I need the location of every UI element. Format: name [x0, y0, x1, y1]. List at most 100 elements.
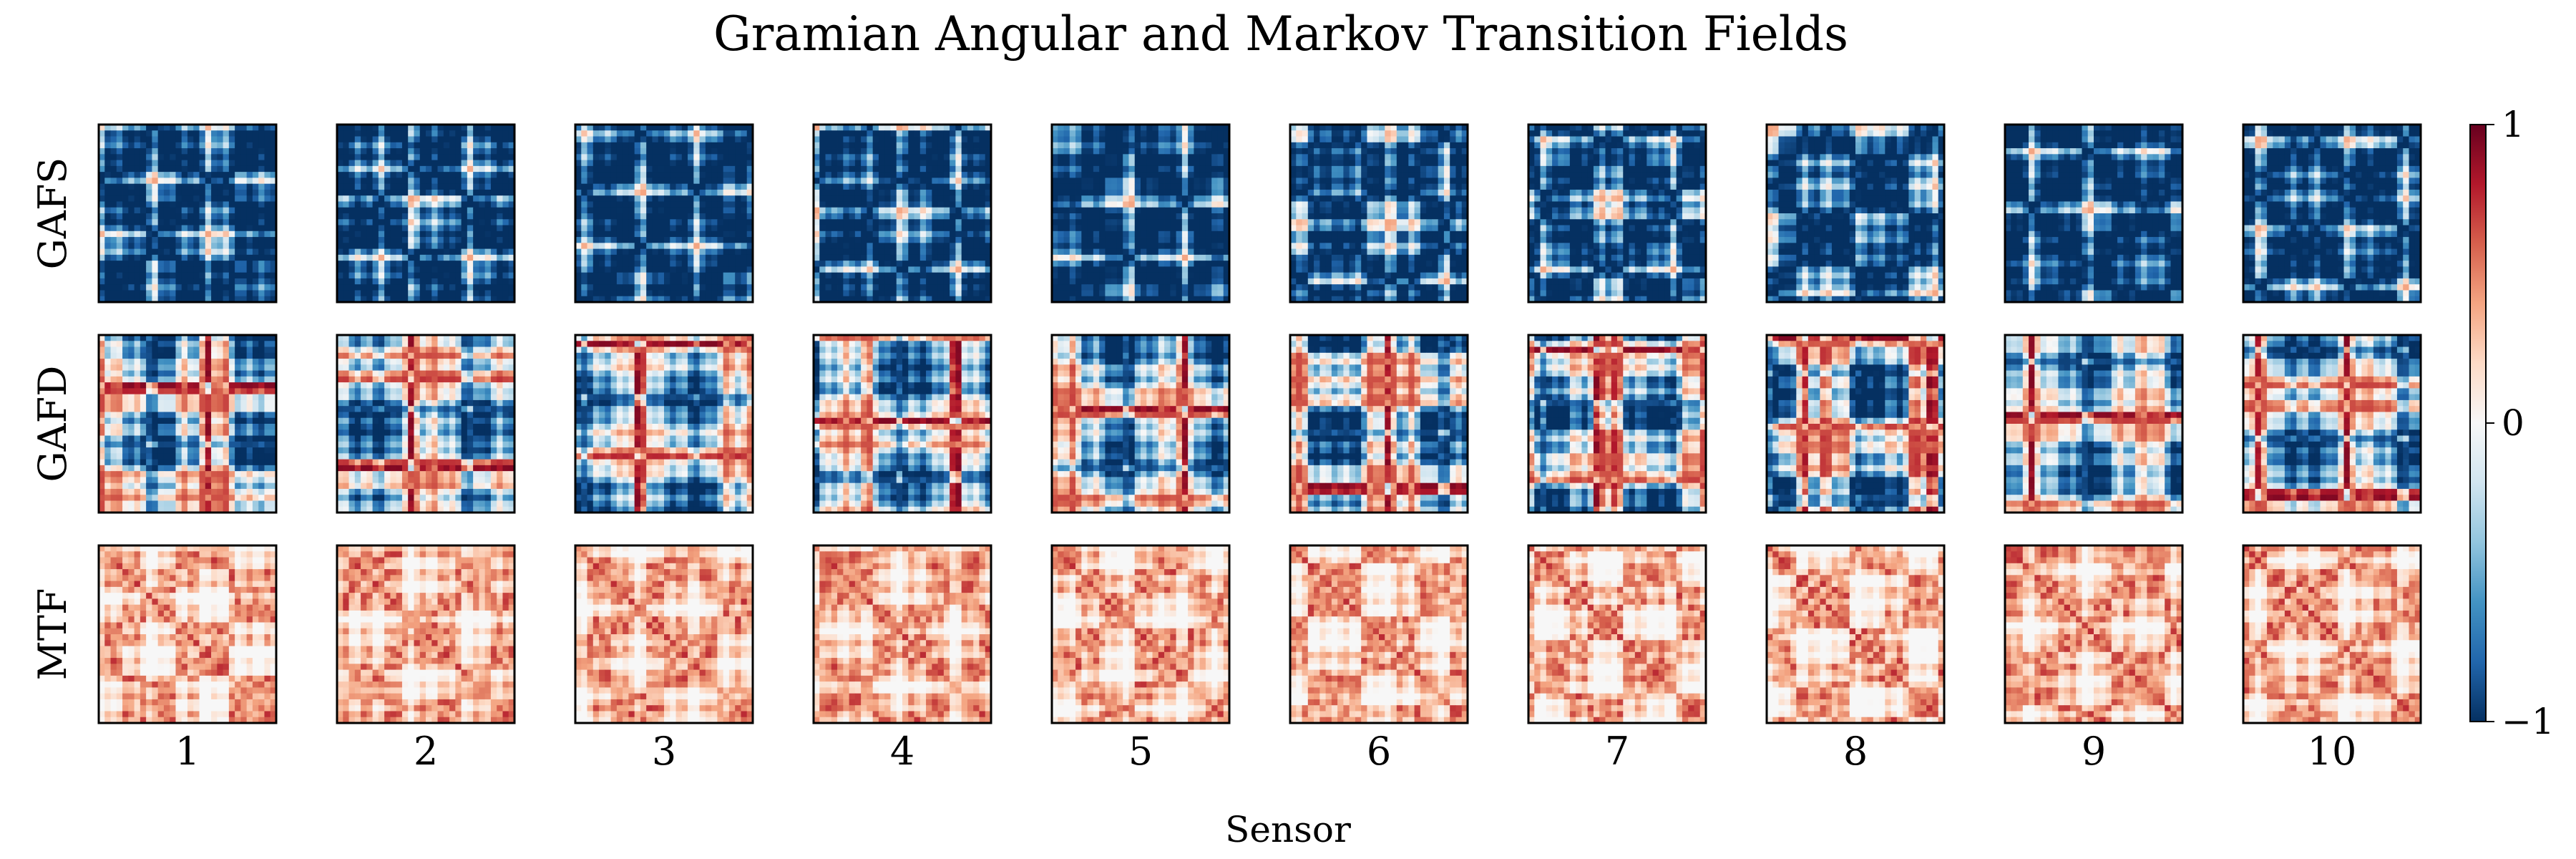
heatmap-cell: [355, 166, 361, 173]
heatmap-cell: [902, 195, 909, 202]
heatmap-cell: [587, 154, 594, 160]
heatmap-cell: [1158, 142, 1165, 149]
heatmap-cell: [682, 231, 688, 238]
heatmap-cell: [1206, 178, 1212, 184]
heatmap-cell: [455, 148, 462, 155]
heatmap-cell: [664, 184, 670, 190]
heatmap-cell: [211, 231, 218, 238]
heatmap-cell: [1420, 178, 1427, 184]
heatmap-cell: [867, 243, 873, 249]
heatmap-cell: [914, 255, 921, 261]
heatmap-cell: [485, 231, 492, 238]
heatmap-cell: [938, 184, 945, 190]
heatmap-cell: [396, 237, 403, 243]
heatmap-cell: [117, 219, 123, 225]
heatmap-cell: [1373, 190, 1380, 196]
heatmap-cell: [1070, 213, 1076, 220]
heatmap-cell: [462, 290, 468, 296]
heatmap-cell: [193, 243, 200, 249]
heatmap-cell: [819, 172, 826, 178]
heatmap-cell: [1164, 237, 1171, 243]
heatmap-cell: [253, 208, 259, 214]
heatmap-cell: [223, 290, 230, 296]
heatmap-cell: [617, 184, 623, 190]
heatmap-cell: [497, 184, 503, 190]
heatmap-cell: [438, 237, 444, 243]
heatmap-cell: [617, 142, 623, 149]
heatmap-cell: [426, 201, 432, 208]
heatmap-cell: [920, 172, 927, 178]
heatmap-cell: [1455, 130, 1462, 137]
heatmap-cell: [462, 261, 468, 267]
heatmap-cell: [617, 255, 623, 261]
heatmap-cell: [682, 178, 688, 184]
heatmap-cell: [1105, 184, 1111, 190]
heatmap-cell: [926, 213, 932, 220]
heatmap-cell: [1176, 213, 1183, 220]
heatmap-cell: [473, 237, 479, 243]
heatmap-cell: [479, 195, 485, 202]
heatmap-cell: [455, 273, 462, 279]
heatmap-cell: [408, 208, 414, 214]
heatmap-cell: [849, 266, 856, 273]
heatmap-cell: [873, 148, 879, 155]
heatmap-cell: [1182, 142, 1189, 149]
heatmap-cell: [819, 284, 826, 291]
heatmap-cell: [170, 225, 176, 232]
heatmap-cell: [1093, 137, 1100, 143]
heatmap-cell: [1093, 142, 1100, 149]
heatmap-cell: [164, 208, 170, 214]
heatmap-cell: [1099, 172, 1106, 178]
heatmap-cell: [217, 290, 223, 296]
heatmap-cell: [611, 172, 618, 178]
heatmap-cell: [497, 243, 503, 249]
heatmap-cell: [111, 142, 117, 149]
heatmap-cell: [455, 249, 462, 256]
heatmap-cell: [175, 290, 182, 296]
heatmap-cell: [938, 249, 945, 256]
heatmap-cell: [867, 201, 873, 208]
heatmap-cell: [1064, 237, 1070, 243]
heatmap-cell: [932, 154, 938, 160]
heatmap-cell: [879, 195, 885, 202]
heatmap-cell: [599, 201, 605, 208]
heatmap-cell: [497, 208, 503, 214]
heatmap-cell: [908, 261, 914, 267]
heatmap-cell: [688, 154, 694, 160]
heatmap-cell: [223, 237, 230, 243]
heatmap-cell: [1367, 142, 1373, 149]
heatmap-cell: [955, 243, 962, 249]
heatmap-cell: [664, 148, 670, 155]
heatmap-cell: [164, 178, 170, 184]
heatmap-cell: [1444, 172, 1450, 178]
heatmap-cell: [1182, 160, 1189, 167]
heatmap-cell: [599, 273, 605, 279]
heatmap-cell: [1455, 190, 1462, 196]
heatmap-cell: [700, 225, 706, 232]
heatmap-cell: [1070, 219, 1076, 225]
heatmap-cell: [414, 290, 420, 296]
heatmap-cell: [390, 166, 396, 173]
heatmap-cell: [414, 190, 420, 196]
heatmap-cell: [855, 219, 862, 225]
heatmap-cell: [402, 137, 409, 143]
heatmap-cell: [979, 154, 985, 160]
heatmap-cell: [491, 160, 497, 167]
heatmap-cell: [193, 213, 200, 220]
heatmap-cell: [140, 273, 147, 279]
heatmap-cell: [479, 201, 485, 208]
heatmap-cell: [711, 130, 718, 137]
heatmap-cell: [1343, 190, 1350, 196]
heatmap-cell: [349, 213, 356, 220]
heatmap-cell: [635, 201, 641, 208]
heatmap-cell: [455, 219, 462, 225]
heatmap-cell: [497, 142, 503, 149]
heatmap-cell: [240, 243, 247, 249]
heatmap-cell: [837, 195, 844, 202]
heatmap-cell: [682, 249, 688, 256]
heatmap-cell: [979, 219, 985, 225]
heatmap-cell: [955, 219, 962, 225]
heatmap-cell: [182, 130, 188, 137]
heatmap-cell: [1438, 137, 1445, 143]
heatmap-cell: [652, 273, 658, 279]
